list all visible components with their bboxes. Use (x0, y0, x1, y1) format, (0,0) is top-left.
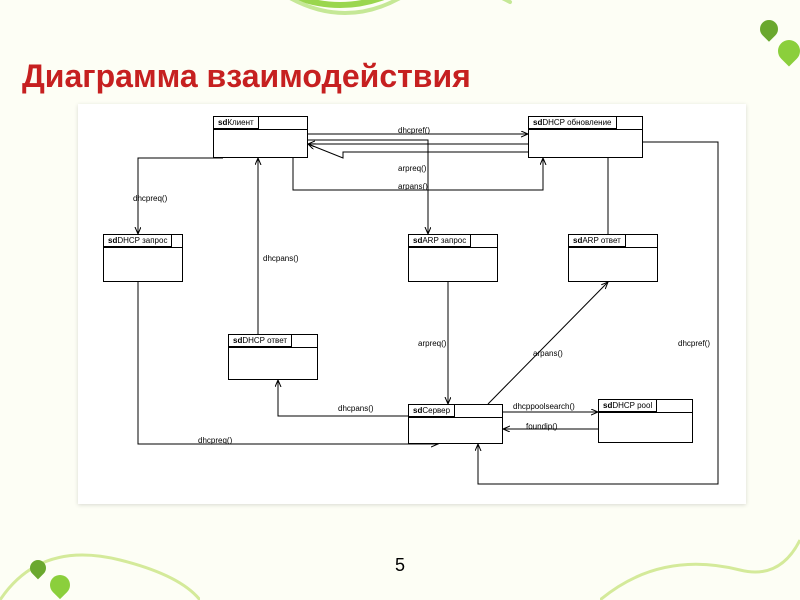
diagram-node-dhcp_pool: sdDHCP pool (598, 399, 693, 443)
node-body (229, 347, 317, 379)
node-label: sdDHCP обновление (528, 116, 617, 129)
diagram-panel: sdКлиент sdDHCP обновление sdDHCP запрос sd… (78, 104, 746, 504)
node-body (214, 129, 307, 157)
node-label: sdDHCP запрос (103, 234, 172, 247)
node-body (104, 247, 182, 281)
node-label: sdARP запрос (408, 234, 471, 247)
edge-label: dhcpans() (263, 254, 299, 263)
node-label: sdDHCP pool (598, 399, 657, 412)
diagram-node-arp_req: sdARP запрос (408, 234, 498, 282)
diagram-node-dhcp_req: sdDHCP запрос (103, 234, 183, 282)
node-label: sdСервер (408, 404, 455, 417)
edge-label: arpans() (398, 182, 428, 191)
page-number: 5 (395, 555, 405, 576)
edge-server-arp_ans (488, 282, 608, 404)
diagram-node-client: sdКлиент (213, 116, 308, 158)
edge-label: dhcpref() (678, 339, 710, 348)
diagram-node-server: sdСервер (408, 404, 503, 444)
node-label: sdDHCP ответ (228, 334, 292, 347)
node-body (569, 247, 657, 281)
node-body (409, 247, 497, 281)
edge-label: dhcpreq() (133, 194, 167, 203)
edge-label: dhcppoolsearch() (513, 402, 575, 411)
slide-title: Диаграмма взаимодействия (22, 58, 471, 95)
swirl-decoration (270, 0, 530, 30)
edge-label: arpreq() (398, 164, 426, 173)
diagram-node-arp_ans: sdARP ответ (568, 234, 658, 282)
node-label: sdARP ответ (568, 234, 626, 247)
edge-label: arpreq() (418, 339, 446, 348)
edge-label: dhcpans() (338, 404, 374, 413)
edge-dhcp_upd-client (308, 144, 528, 158)
node-body (599, 412, 692, 442)
edge-label: arpans() (533, 349, 563, 358)
edge-label: dhcpreq() (198, 436, 232, 445)
drop-decoration (756, 16, 781, 41)
node-body (409, 417, 502, 443)
node-label: sdКлиент (213, 116, 259, 129)
diagram-node-dhcp_ans: sdDHCP ответ (228, 334, 318, 380)
drop-decoration (773, 35, 800, 66)
node-body (529, 129, 642, 157)
edge-label: foundip() (526, 422, 558, 431)
edge-label: dhcpref() (398, 126, 430, 135)
diagram-node-dhcp_upd: sdDHCP обновление (528, 116, 643, 158)
